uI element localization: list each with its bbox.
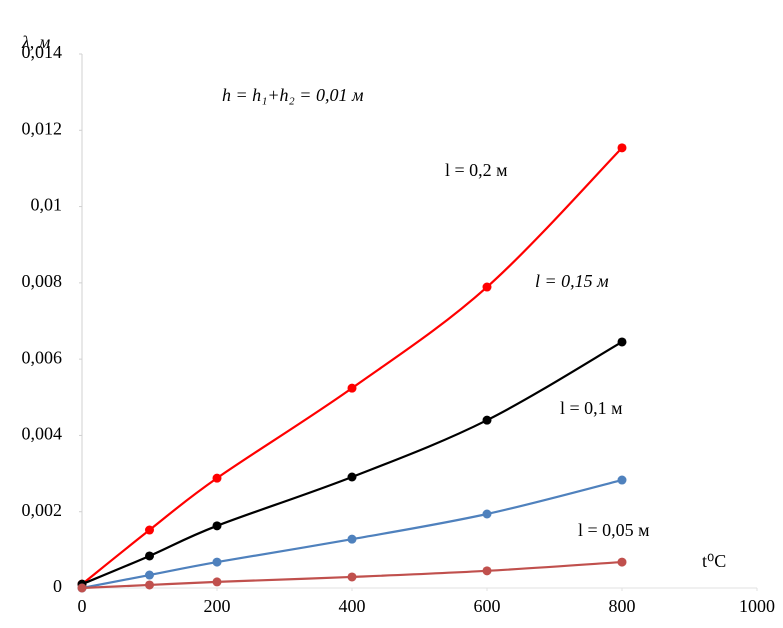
- data-point: [617, 557, 627, 567]
- data-point: [212, 577, 222, 587]
- data-point: [482, 282, 492, 292]
- x-tick-label: 600: [474, 596, 501, 616]
- data-point: [212, 473, 222, 483]
- annotation: h = h₁+h₂ = 0,01 м: [222, 85, 364, 105]
- data-point: [482, 566, 492, 576]
- x-tick-label: 200: [204, 596, 231, 616]
- y-tick-label: 0,004: [22, 424, 63, 444]
- data-point: [482, 415, 492, 425]
- series-label: l = 0,1 м: [560, 398, 623, 418]
- x-axis-label: t⁰C: [702, 551, 726, 571]
- data-point: [617, 475, 627, 485]
- x-tick-label: 800: [609, 596, 636, 616]
- series-line: [81, 147, 623, 586]
- data-point: [617, 337, 627, 347]
- x-tick-label: 1000: [739, 596, 775, 616]
- data-point: [212, 557, 222, 567]
- series-label: l = 0,15 м: [535, 271, 609, 291]
- data-point: [347, 472, 357, 482]
- y-tick-label: 0,01: [31, 195, 63, 215]
- data-point: [212, 521, 222, 531]
- x-tick-label: 400: [339, 596, 366, 616]
- x-tick-label: 0: [78, 596, 87, 616]
- series-line: [81, 341, 623, 586]
- data-point: [347, 383, 357, 393]
- y-tick-label: 0,008: [22, 271, 63, 291]
- series-label: l = 0,05 м: [578, 520, 650, 540]
- y-axis-label: λ, м: [21, 32, 51, 52]
- data-point: [347, 534, 357, 544]
- series-label: l = 0,2 м: [445, 160, 508, 180]
- y-tick-label: 0,014: [22, 42, 63, 62]
- data-point: [77, 583, 87, 593]
- y-tick-label: 0: [53, 576, 62, 596]
- y-tick-label: 0,002: [22, 500, 63, 520]
- data-point: [482, 509, 492, 519]
- data-point: [347, 572, 357, 582]
- data-point: [145, 551, 154, 561]
- data-point: [145, 580, 154, 590]
- data-point: [145, 570, 154, 580]
- y-tick-label: 0,012: [22, 118, 63, 138]
- data-point: [617, 143, 627, 153]
- y-tick-label: 0,006: [22, 347, 63, 367]
- data-point: [145, 525, 154, 535]
- series-line: [81, 478, 623, 590]
